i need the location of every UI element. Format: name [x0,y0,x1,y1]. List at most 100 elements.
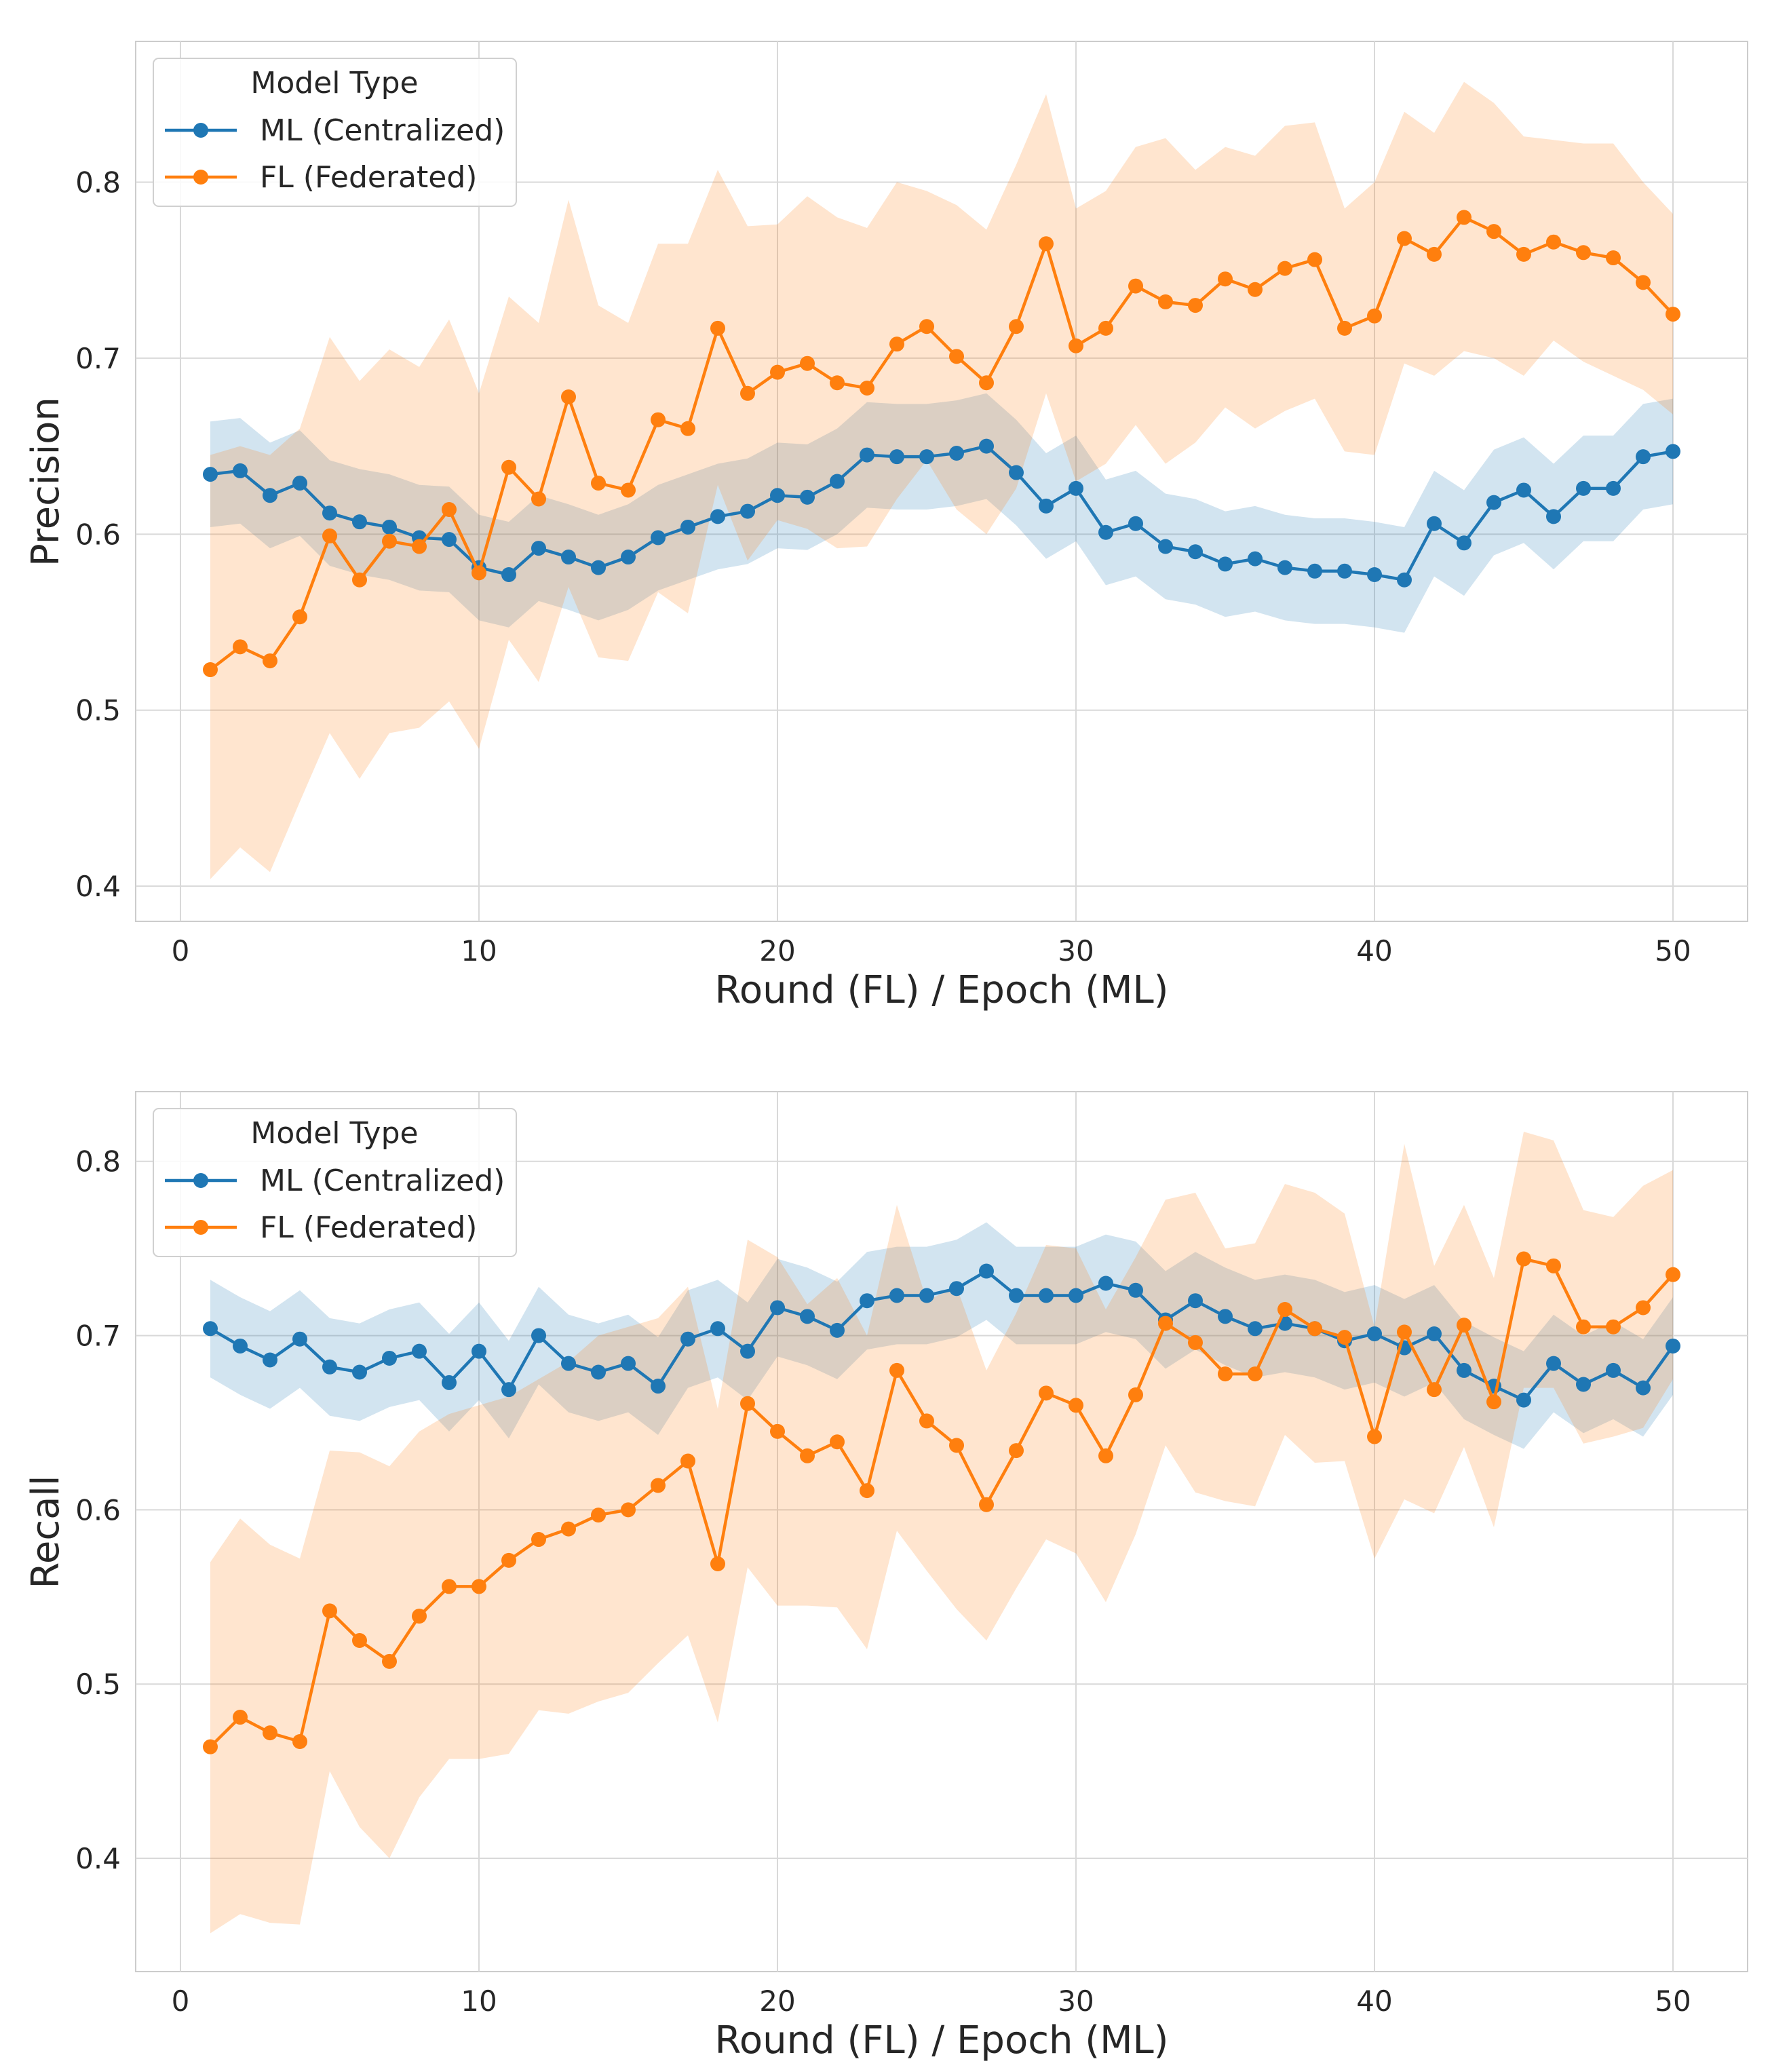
data-point-fl [1188,1335,1203,1350]
data-point-fl [1576,245,1591,261]
data-point-ml [292,476,307,491]
data-point-fl [531,491,546,507]
data-point-fl [1039,236,1054,252]
x-tick-label: 10 [461,1984,497,2018]
data-point-fl [1069,338,1083,353]
data-point-fl [1098,1448,1113,1463]
data-point-ml [949,1281,964,1297]
data-point-ml [501,567,516,582]
data-point-ml [710,1321,725,1337]
data-point-fl [591,476,606,491]
data-point-fl [501,459,516,475]
x-tick-label: 40 [1356,934,1392,967]
data-point-ml [233,1338,248,1354]
data-point-fl [203,662,218,678]
data-point-fl [651,412,666,427]
data-point-fl [1397,231,1412,246]
recall-chart: 0 10 20 30 40 50 0.4 0.5 0.6 0.7 0.8 Model Type ML (… [24,1091,1748,2063]
data-point-fl [1277,261,1292,276]
data-point-ml [561,550,576,565]
data-point-fl [263,1725,277,1741]
data-point-fl [442,502,457,518]
data-point-ml [233,463,248,478]
legend-label-ml: ML (Centralized) [260,113,505,148]
y-tick-label: 0.6 [75,518,121,551]
data-point-ml [1277,560,1292,575]
data-point-ml [1069,1288,1083,1303]
data-point-fl [382,533,397,549]
data-point-fl [292,609,307,625]
data-point-ml [1457,1362,1471,1378]
legend-label-fl: FL (Federated) [260,160,477,195]
data-point-ml [621,550,636,565]
legend-title: Model Type [250,66,418,100]
data-point-fl [1606,250,1621,266]
y-axis-label: Recall [24,1475,68,1588]
data-point-fl [1457,210,1471,225]
data-point-ml [949,445,964,461]
data-point-fl [860,1483,874,1499]
data-point-fl [889,337,904,352]
data-point-ml [919,1288,934,1303]
data-point-ml [1039,498,1054,514]
data-point-fl [1248,1366,1263,1382]
x-axis-label: Round (FL) / Epoch (ML) [714,968,1168,1012]
data-point-ml [1576,480,1591,496]
data-point-fl [800,356,815,371]
data-point-ml [531,1328,546,1343]
data-point-fl [740,1396,755,1411]
data-point-fl [1098,320,1113,336]
data-point-fl [651,1478,666,1493]
data-point-fl [322,528,337,543]
data-point-ml [1158,539,1173,554]
data-point-ml [1307,563,1322,579]
data-point-ml [800,489,815,505]
data-point-ml [501,1382,516,1398]
legend-marker-fl [193,1220,208,1235]
data-point-fl [1546,1258,1561,1273]
x-tick-label: 40 [1356,1984,1392,2018]
data-point-ml [442,1375,457,1390]
data-point-ml [1128,1282,1143,1298]
x-tick-label: 0 [172,934,190,967]
data-point-fl [1486,1394,1501,1410]
data-point-ml [1606,1362,1621,1378]
data-point-ml [651,530,666,545]
data-point-ml [1218,556,1233,572]
data-point-fl [1367,308,1382,324]
data-point-fl [292,1733,307,1749]
data-point-fl [591,1508,606,1523]
data-point-ml [1188,544,1203,560]
data-point-ml [1188,1293,1203,1309]
x-tick-label: 10 [461,934,497,967]
data-point-fl [680,421,695,436]
data-point-fl [501,1552,516,1568]
data-point-fl [621,1502,636,1518]
confidence-band-ml [210,1222,1673,1449]
precision-chart: 0 10 20 30 40 50 0.4 0.5 0.6 0.7 0.8 Model Type ML (… [24,41,1748,1012]
data-point-ml [1128,516,1143,531]
data-point-ml [770,1300,785,1316]
x-tick-label: 50 [1655,1984,1691,2018]
data-point-fl [770,364,785,380]
data-point-ml [1516,482,1531,498]
data-point-ml [1636,1380,1651,1396]
x-tick-label: 20 [759,1984,795,2018]
data-point-fl [889,1362,904,1378]
data-point-fl [322,1603,337,1619]
data-point-ml [889,449,904,465]
data-point-fl [233,1710,248,1725]
data-point-fl [561,389,576,404]
data-point-ml [1666,444,1680,459]
data-point-fl [830,1434,845,1450]
data-point-fl [1516,1251,1531,1267]
legend-box [153,1108,517,1257]
data-point-ml [203,1321,218,1337]
data-point-ml [322,1359,337,1375]
data-point-ml [860,447,874,463]
data-point-ml [352,1364,367,1380]
data-point-fl [1337,1330,1352,1345]
data-point-ml [1457,535,1471,551]
data-point-ml [1576,1377,1591,1392]
